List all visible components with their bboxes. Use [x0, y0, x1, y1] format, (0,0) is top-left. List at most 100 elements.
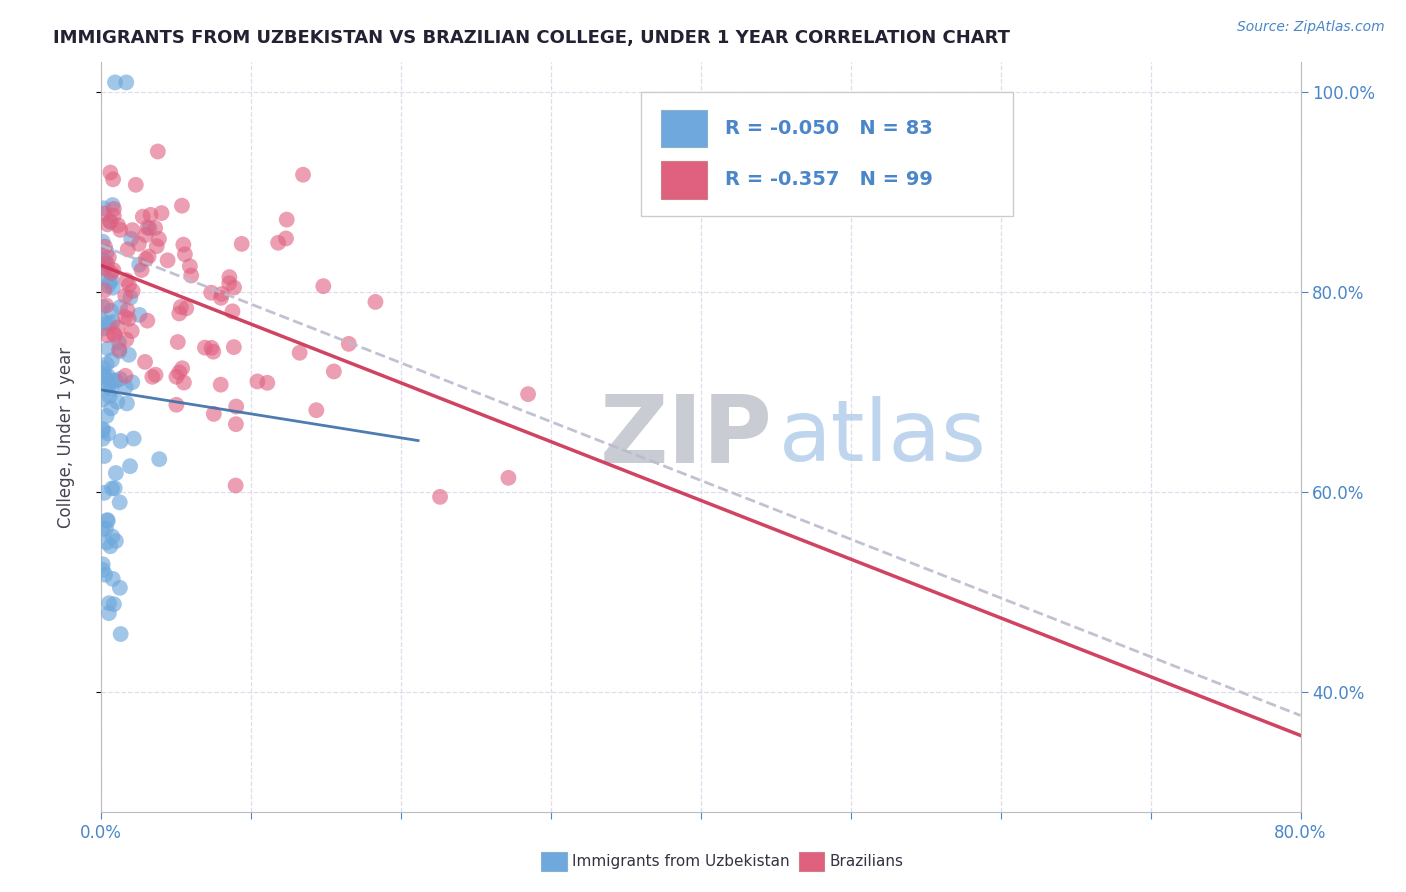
- Point: [101, 373, 124, 387]
- Point: [288, 345, 311, 359]
- Point: [202, 344, 225, 359]
- Point: [174, 247, 197, 261]
- Point: [267, 235, 290, 250]
- Point: [94, 254, 117, 268]
- Point: [103, 209, 125, 223]
- Point: [136, 220, 159, 235]
- Point: [274, 231, 297, 245]
- Point: [97, 606, 120, 620]
- Point: [101, 172, 124, 186]
- Point: [93, 283, 115, 297]
- Point: [209, 377, 232, 392]
- Point: [93, 361, 115, 376]
- Point: [517, 387, 540, 401]
- Point: [167, 365, 190, 379]
- Point: [97, 250, 120, 264]
- Point: [118, 459, 141, 474]
- Point: [138, 250, 160, 264]
- Point: [138, 221, 160, 235]
- Point: [100, 539, 122, 553]
- Point: [221, 304, 243, 318]
- Point: [105, 395, 128, 409]
- Point: [256, 376, 278, 390]
- Point: [100, 401, 122, 416]
- Point: [101, 315, 124, 329]
- Point: [91, 300, 114, 314]
- Point: [364, 294, 387, 309]
- Point: [114, 289, 136, 303]
- Point: [322, 364, 344, 378]
- Point: [225, 400, 247, 414]
- Point: [94, 316, 117, 330]
- Point: [337, 336, 360, 351]
- Point: [172, 361, 194, 376]
- Point: [103, 326, 125, 341]
- Point: [498, 471, 520, 485]
- Point: [211, 287, 233, 301]
- Point: [101, 572, 124, 586]
- Point: [150, 206, 173, 220]
- Point: [218, 277, 240, 291]
- Point: [114, 368, 136, 383]
- Point: [91, 422, 114, 436]
- Point: [96, 409, 118, 423]
- Text: ZIP: ZIP: [600, 391, 773, 483]
- Point: [94, 567, 117, 582]
- Point: [93, 206, 115, 220]
- Point: [100, 273, 122, 287]
- Point: [121, 284, 143, 298]
- Point: [121, 376, 143, 390]
- Point: [98, 596, 121, 610]
- Point: [115, 396, 138, 410]
- Point: [104, 466, 127, 480]
- Point: [91, 314, 114, 328]
- Point: [93, 449, 115, 463]
- Point: [91, 392, 114, 407]
- Point: [101, 353, 124, 368]
- Point: [96, 245, 118, 260]
- Point: [292, 168, 315, 182]
- Point: [132, 210, 155, 224]
- Point: [104, 534, 127, 549]
- Text: IMMIGRANTS FROM UZBEKISTAN VS BRAZILIAN COLLEGE, UNDER 1 YEAR CORRELATION CHART: IMMIGRANTS FROM UZBEKISTAN VS BRAZILIAN …: [53, 29, 1011, 47]
- Point: [104, 328, 127, 343]
- Point: [141, 369, 163, 384]
- Point: [117, 303, 139, 318]
- Point: [128, 258, 150, 272]
- Point: [96, 257, 118, 271]
- Point: [143, 221, 166, 235]
- Point: [91, 558, 114, 572]
- Point: [115, 273, 138, 287]
- Point: [305, 403, 328, 417]
- Point: [128, 236, 150, 251]
- Point: [101, 281, 124, 295]
- Point: [91, 563, 114, 577]
- FancyBboxPatch shape: [641, 93, 1012, 216]
- Point: [107, 320, 129, 334]
- Point: [128, 308, 150, 322]
- Point: [121, 223, 143, 237]
- Point: [114, 310, 136, 324]
- Point: [120, 232, 142, 246]
- Point: [167, 306, 190, 320]
- Point: [91, 424, 114, 438]
- Point: [101, 198, 124, 212]
- Point: [101, 482, 124, 496]
- Point: [131, 263, 153, 277]
- Point: [96, 299, 118, 313]
- Text: Brazilians: Brazilians: [830, 855, 904, 869]
- Point: [118, 311, 141, 326]
- Point: [145, 239, 167, 253]
- Point: [122, 432, 145, 446]
- Bar: [661, 161, 707, 199]
- Point: [93, 366, 115, 380]
- Point: [118, 278, 141, 293]
- Point: [135, 252, 157, 266]
- Point: [121, 324, 143, 338]
- Point: [103, 597, 125, 611]
- Point: [180, 268, 202, 283]
- Point: [429, 490, 451, 504]
- Point: [134, 355, 156, 369]
- Point: [194, 341, 217, 355]
- Point: [108, 372, 131, 386]
